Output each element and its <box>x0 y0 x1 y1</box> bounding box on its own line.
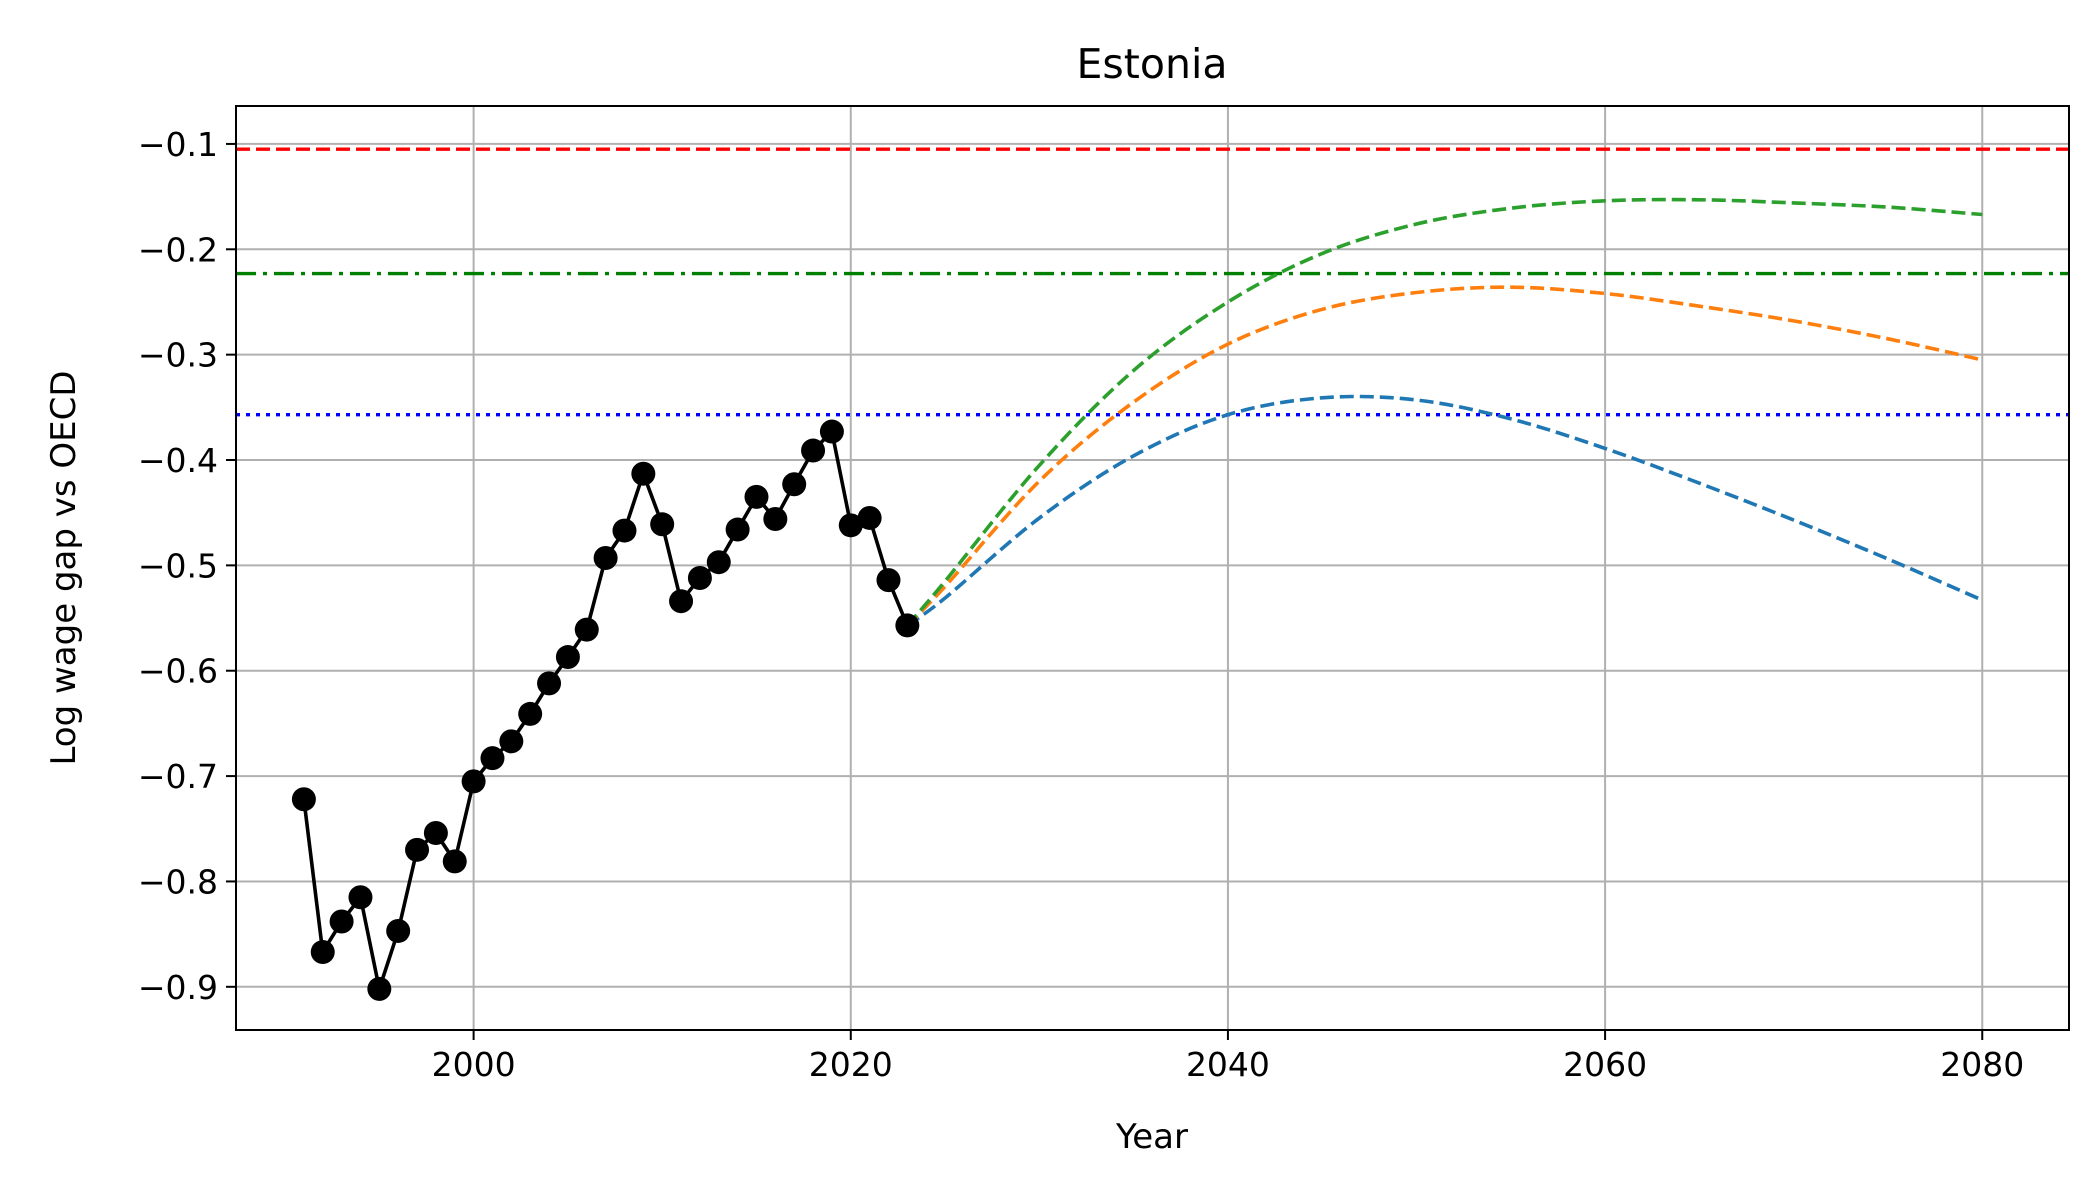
grid <box>236 106 2069 1030</box>
historical-point <box>574 617 599 642</box>
historical-point <box>555 645 580 670</box>
historical-point <box>857 505 882 530</box>
historical-point <box>499 729 524 754</box>
series-group <box>905 197 1984 627</box>
historical-point <box>537 671 562 696</box>
y-tick-label: −0.7 <box>138 757 218 796</box>
y-axis-label: Log wage gap vs OECD <box>44 370 84 765</box>
historical-point <box>819 419 844 444</box>
historical-point <box>480 746 505 771</box>
reference-lines <box>236 147 2069 417</box>
historical-point <box>876 568 901 593</box>
historical-point <box>763 507 788 532</box>
historical-point <box>838 513 863 538</box>
historical-point <box>801 438 826 463</box>
historical-point <box>291 787 316 812</box>
historical-point <box>310 940 335 965</box>
y-tick-label: −0.9 <box>138 968 218 1007</box>
plot-frame <box>235 105 2070 1031</box>
y-tick-label: −0.1 <box>138 125 218 164</box>
ticks: 2000 2020 2040 2060 2080 −0.1 −0.2 −0.3 −0.4 −0.5… <box>138 125 2024 1084</box>
historical-point <box>348 885 373 910</box>
historical-point <box>744 484 769 509</box>
x-tick-label: 2000 <box>432 1045 516 1084</box>
projection-line-1 <box>906 394 1984 627</box>
historical-point <box>423 820 448 845</box>
historical-point <box>706 550 731 575</box>
historical-point <box>518 701 543 726</box>
y-tick-label: −0.8 <box>138 862 218 901</box>
y-tick-label: −0.6 <box>138 652 218 691</box>
historical-point <box>895 613 920 638</box>
historical-point <box>782 472 807 497</box>
x-tick-label: 2020 <box>809 1045 893 1084</box>
projection-line-3 <box>905 197 1983 627</box>
historical-point <box>386 918 411 943</box>
x-tick-label: 2040 <box>1186 1045 1270 1084</box>
chart-title: Estonia <box>1077 40 1228 88</box>
x-tick-label: 2080 <box>1940 1045 2024 1084</box>
y-tick-label: −0.5 <box>138 546 218 585</box>
historical-point <box>631 461 656 486</box>
historical-point <box>329 909 354 934</box>
historical-point <box>461 769 486 794</box>
historical-point <box>593 545 618 570</box>
historical-point <box>442 849 467 874</box>
projection-line-2 <box>906 285 1983 627</box>
y-tick-label: −0.3 <box>138 336 218 375</box>
y-tick-label: −0.4 <box>138 441 218 480</box>
historical-point <box>687 566 712 591</box>
y-tick-label: −0.2 <box>138 230 218 269</box>
historical-series <box>291 419 920 1001</box>
historical-point <box>725 517 750 542</box>
historical-point <box>612 518 637 543</box>
historical-point <box>405 837 430 862</box>
x-tick-label: 2060 <box>1563 1045 1647 1084</box>
historical-point <box>669 589 694 614</box>
historical-point <box>367 976 392 1001</box>
historical-point <box>650 512 675 537</box>
x-axis-label: Year <box>1115 1117 1188 1157</box>
